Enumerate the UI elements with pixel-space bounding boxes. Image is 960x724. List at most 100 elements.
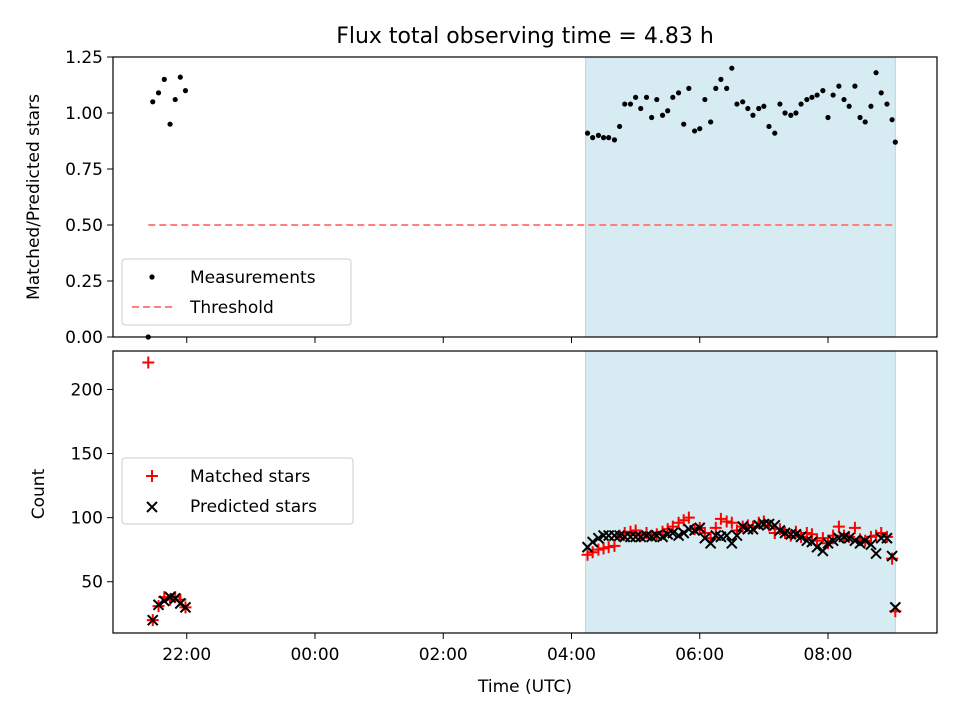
count-panel: 50 100 150 200 22:00 00:00 02:00 04:00 06:00 08:0… bbox=[71, 350, 938, 665]
measurement-point bbox=[740, 99, 746, 105]
matched-star-point bbox=[581, 548, 594, 561]
measurement-point bbox=[654, 96, 660, 103]
measurement-point bbox=[825, 114, 831, 121]
measurement-point bbox=[836, 83, 842, 89]
matched-star-point bbox=[709, 521, 722, 534]
legend-predicted-label: Predicted stars bbox=[190, 497, 317, 517]
measurement-point bbox=[595, 132, 602, 138]
matched-star-point bbox=[597, 542, 610, 555]
bottom-y-tick-label: 50 bbox=[81, 573, 103, 593]
measurement-point bbox=[820, 88, 826, 94]
measurement-point bbox=[177, 74, 183, 80]
measurement-point bbox=[659, 112, 666, 118]
top-y-axis-label: Matched/Predicted stars bbox=[24, 94, 44, 300]
measurement-point bbox=[750, 112, 756, 118]
measurement-point bbox=[830, 92, 836, 98]
top-observing-window bbox=[585, 56, 896, 338]
matched-star-point bbox=[870, 529, 883, 542]
predicted-star-point bbox=[731, 529, 743, 542]
predicted-star-point bbox=[758, 518, 770, 530]
predicted-star-point bbox=[870, 547, 882, 560]
measurement-point bbox=[862, 119, 868, 125]
legend-measurements-label: Measurements bbox=[190, 268, 316, 288]
matched-star-point bbox=[720, 515, 733, 528]
measurement-point bbox=[852, 83, 858, 89]
matched-star-point bbox=[608, 539, 621, 552]
top-series-0 bbox=[145, 65, 898, 340]
measurement-point bbox=[772, 130, 778, 136]
matched-star-point bbox=[805, 528, 818, 541]
measurement-point bbox=[873, 70, 879, 76]
measurement-point bbox=[878, 90, 884, 96]
predicted-star-point bbox=[827, 535, 839, 547]
legend-threshold-label: Threshold bbox=[189, 298, 274, 318]
matched-star-point bbox=[816, 532, 829, 545]
measurement-point bbox=[649, 114, 655, 121]
predicted-star-point bbox=[881, 532, 893, 544]
predicted-star-point bbox=[811, 541, 823, 553]
measurement-point bbox=[718, 76, 724, 82]
measurement-point bbox=[734, 101, 740, 107]
top-y-tick-label: 0.25 bbox=[65, 272, 103, 292]
measurement-point bbox=[804, 96, 810, 103]
measurement-point bbox=[622, 101, 628, 107]
bottom-x-tick-label: 00:00 bbox=[290, 645, 339, 665]
matched-star-point bbox=[886, 552, 899, 565]
measurement-point bbox=[756, 105, 762, 112]
matched-star-point bbox=[714, 512, 727, 525]
ratio-panel: 0.00 0.25 0.50 0.75 1.00 1.25 bbox=[65, 48, 938, 348]
predicted-star-point bbox=[179, 601, 192, 614]
legend-matched-marker bbox=[146, 470, 158, 482]
measurement-point bbox=[857, 114, 863, 121]
matched-star-point bbox=[848, 521, 861, 534]
bottom-x-tick-label: 02:00 bbox=[419, 645, 468, 665]
measurement-point bbox=[814, 92, 820, 98]
matched-star-point bbox=[800, 527, 813, 540]
bottom-y-tick-label: 200 bbox=[71, 380, 103, 400]
matched-star-point bbox=[789, 525, 802, 538]
predicted-star-point bbox=[694, 522, 706, 534]
matched-star-point bbox=[629, 524, 642, 537]
measurement-point bbox=[638, 105, 644, 112]
predicted-star-point bbox=[158, 595, 171, 607]
top-axes-frame bbox=[112, 56, 938, 338]
matched-star-point bbox=[725, 516, 738, 529]
matched-star-point bbox=[586, 546, 599, 559]
bottom-x-tick-label: 04:00 bbox=[547, 645, 596, 665]
measurement-point bbox=[633, 94, 639, 100]
predicted-star-point bbox=[586, 536, 599, 548]
measurement-point bbox=[798, 101, 804, 107]
predicted-star-point bbox=[597, 529, 610, 542]
predicted-star-point bbox=[629, 531, 642, 543]
measurement-point bbox=[692, 128, 698, 134]
measurement-point bbox=[697, 126, 703, 132]
predicted-star-point bbox=[624, 531, 637, 543]
measurement-point bbox=[584, 130, 591, 136]
measurement-point bbox=[155, 90, 162, 96]
measurement-point bbox=[686, 85, 692, 91]
measurement-point bbox=[884, 101, 890, 107]
predicted-star-point bbox=[843, 532, 855, 544]
measurement-point bbox=[809, 94, 815, 100]
legend-predicted-marker bbox=[146, 501, 158, 513]
matched-star-point bbox=[832, 520, 845, 533]
measurement-point bbox=[846, 103, 852, 109]
predicted-star-point bbox=[667, 527, 679, 539]
measurement-point bbox=[150, 99, 156, 105]
bottom-legend-box bbox=[121, 457, 354, 525]
matched-star-point bbox=[592, 543, 605, 556]
measurement-point bbox=[675, 90, 682, 96]
measurement-point bbox=[841, 96, 847, 103]
measurement-point bbox=[670, 94, 676, 100]
measurement-point bbox=[643, 94, 650, 100]
measurement-point bbox=[161, 76, 167, 82]
predicted-star-point bbox=[886, 550, 898, 562]
measurement-point bbox=[782, 110, 788, 116]
predicted-star-point bbox=[747, 523, 759, 535]
matched-star-point bbox=[864, 530, 877, 543]
predicted-star-point bbox=[742, 523, 754, 535]
bottom-y-axis-label: Count bbox=[29, 468, 49, 519]
predicted-star-point bbox=[147, 614, 159, 626]
measurement-point bbox=[713, 85, 719, 91]
